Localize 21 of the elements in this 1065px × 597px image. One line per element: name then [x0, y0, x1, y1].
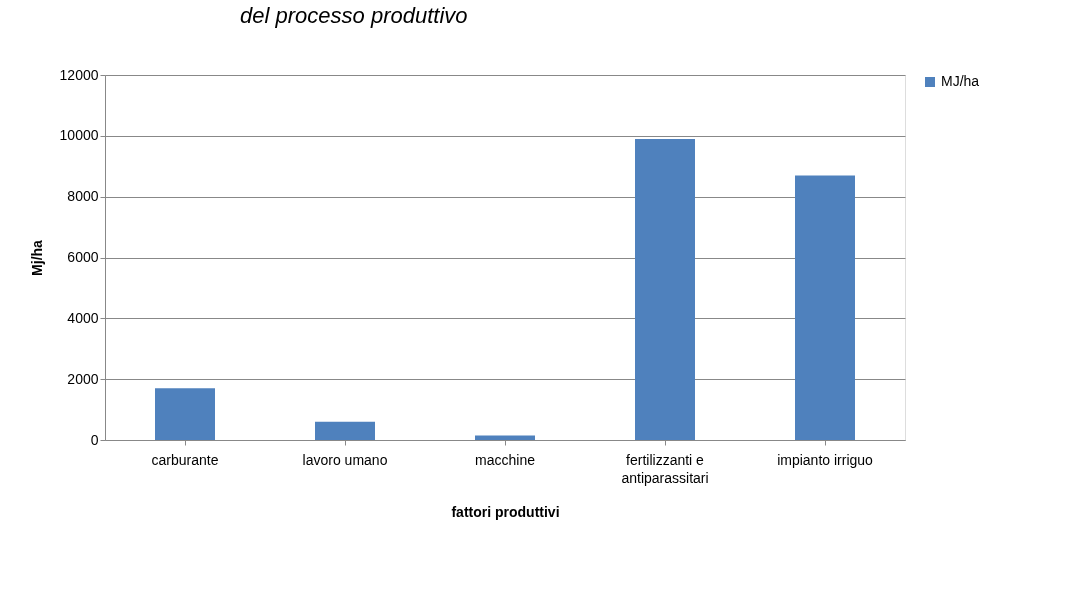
y-tick-label: 12000: [59, 66, 99, 83]
bar: [155, 388, 215, 440]
x-tick-label: carburante: [151, 451, 219, 468]
y-tick-label: 10000: [59, 127, 99, 144]
bar: [795, 175, 855, 440]
y-tick-label: 2000: [67, 370, 99, 387]
y-axis-title: Mj/ha: [28, 239, 45, 276]
x-axis-title: fattori produttivi: [451, 503, 560, 520]
y-tick-label: 0: [90, 431, 99, 448]
chart-title: del processo produttivo: [240, 3, 468, 28]
bar: [315, 421, 375, 440]
x-tick-label: impianto irriguo: [777, 451, 874, 468]
y-tick-label: 4000: [67, 309, 99, 326]
x-tick-label: fertilizzanti e antiparassitari: [621, 451, 709, 486]
y-tick-label: 6000: [67, 249, 99, 265]
legend-label: MJ/ha: [941, 73, 980, 89]
y-tick-label: 8000: [67, 188, 99, 205]
bar: [635, 138, 695, 440]
x-tick-label: lavoro umano: [302, 451, 388, 468]
x-tick-label: macchine: [475, 451, 536, 468]
bar: [475, 435, 535, 440]
